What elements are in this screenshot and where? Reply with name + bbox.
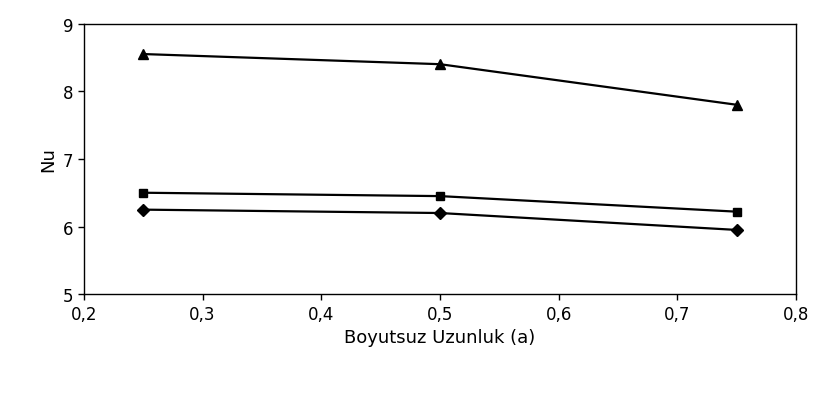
Line: Ra=10E5: Ra=10E5 [138,50,742,110]
Ra=10E4 [435,194,445,199]
Ra=10E5 [435,63,445,67]
Ra=10E3 [732,228,742,233]
X-axis label: Boyutsuz Uzunluk (a): Boyutsuz Uzunluk (a) [344,328,535,346]
Ra=10E5 [138,52,148,57]
Ra=10E4 [138,191,148,196]
Y-axis label: Nu: Nu [39,147,57,172]
Line: Ra=10E3: Ra=10E3 [139,206,741,234]
Ra=10E4 [732,210,742,215]
Ra=10E3 [138,208,148,213]
Ra=10E5 [732,103,742,108]
Ra=10E3 [435,211,445,216]
Line: Ra=10E4: Ra=10E4 [139,189,741,216]
